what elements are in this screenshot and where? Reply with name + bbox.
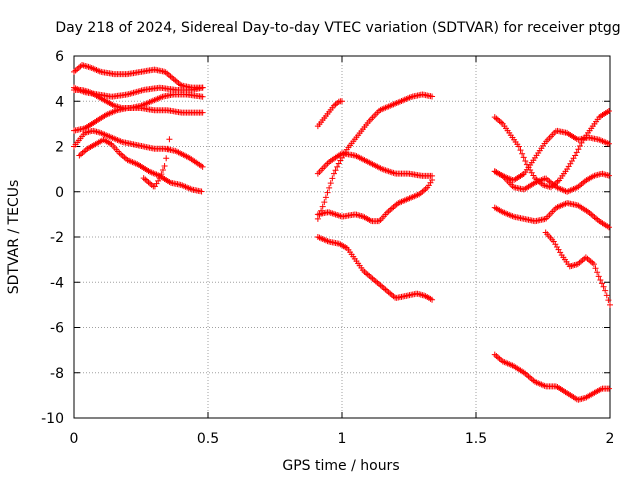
data-point xyxy=(163,155,170,162)
data-point xyxy=(520,154,527,161)
data-point xyxy=(597,276,604,283)
data-point xyxy=(319,203,326,210)
y-tick-label: -6 xyxy=(50,321,64,337)
data-point xyxy=(603,292,610,299)
chart-title: Day 218 of 2024, Sidereal Day-to-day VTE… xyxy=(55,20,620,36)
data-point xyxy=(429,296,436,303)
data-point xyxy=(519,150,526,157)
x-tick-label: 2 xyxy=(606,431,615,447)
x-tick-label: 1.5 xyxy=(465,431,487,447)
data-point xyxy=(594,269,601,276)
data-point xyxy=(605,140,612,147)
data-point xyxy=(576,143,583,150)
data-point xyxy=(334,163,341,170)
data-point xyxy=(199,93,206,100)
data-point xyxy=(575,146,582,153)
data-point xyxy=(573,149,580,156)
data-point xyxy=(159,167,166,174)
x-axis: 0 0.5 1 1.5 2 xyxy=(70,56,615,447)
data-point xyxy=(199,109,206,116)
data-point xyxy=(322,194,329,201)
x-tick-label: 0.5 xyxy=(197,431,219,447)
data-point xyxy=(324,189,331,196)
y-tick-label: -10 xyxy=(41,411,64,427)
data-point xyxy=(592,265,599,272)
data-point xyxy=(199,84,206,91)
data-point xyxy=(199,163,206,170)
y-tick-label: -2 xyxy=(50,230,64,246)
y-tick-label: 4 xyxy=(55,94,64,110)
data-point xyxy=(590,261,597,268)
x-tick-label: 1 xyxy=(338,431,347,447)
y-tick-label: -8 xyxy=(50,366,64,382)
data-point xyxy=(329,175,336,182)
y-tick-label: 2 xyxy=(55,140,64,156)
data-point xyxy=(522,157,529,164)
data-point xyxy=(572,152,579,159)
data-point xyxy=(166,136,173,143)
y-tick-label: 0 xyxy=(55,185,64,201)
data-point xyxy=(605,107,612,114)
data-point xyxy=(605,224,612,231)
data-point xyxy=(605,297,612,304)
data-points xyxy=(71,62,613,403)
data-point xyxy=(598,280,605,287)
y-axis-label: SDTVAR / TECUs xyxy=(6,180,22,295)
data-point xyxy=(327,180,334,187)
data-point xyxy=(316,211,323,218)
data-point xyxy=(332,167,339,174)
data-point xyxy=(330,170,337,177)
data-point xyxy=(198,188,205,195)
y-tick-label: 6 xyxy=(55,49,64,65)
data-point xyxy=(607,301,613,308)
data-point xyxy=(321,199,328,206)
data-point xyxy=(429,176,436,183)
data-point xyxy=(605,172,612,179)
data-point xyxy=(339,98,345,105)
data-point xyxy=(161,162,168,169)
data-point xyxy=(515,143,522,150)
data-point xyxy=(158,171,165,178)
data-point xyxy=(326,184,333,191)
data-point xyxy=(164,145,171,152)
data-point xyxy=(156,175,163,182)
x-axis-label: GPS time / hours xyxy=(282,458,399,474)
data-point xyxy=(600,283,607,290)
y-tick-label: -4 xyxy=(50,275,64,291)
data-point xyxy=(605,385,612,392)
data-point xyxy=(314,215,321,222)
y-axis: -10 -8 -6 -4 -2 0 2 4 6 xyxy=(41,49,610,427)
data-point xyxy=(517,147,524,154)
data-point xyxy=(595,273,602,280)
data-point xyxy=(429,93,436,100)
data-point xyxy=(318,207,325,214)
data-point xyxy=(602,287,609,294)
x-tick-label: 0 xyxy=(70,431,79,447)
